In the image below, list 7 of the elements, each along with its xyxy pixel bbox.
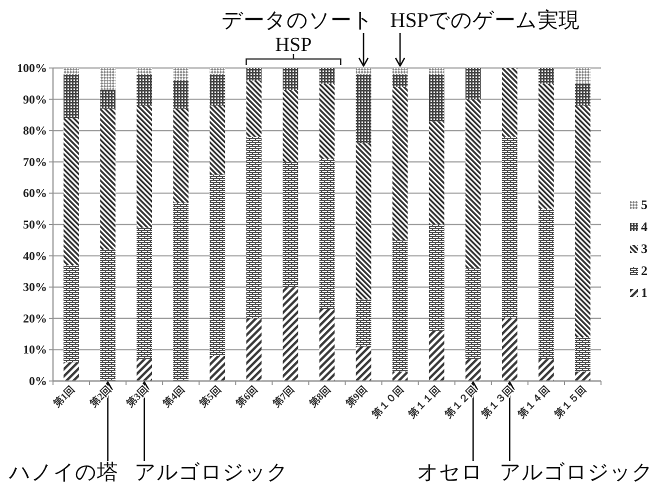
annotation: ハノイの塔 bbox=[8, 460, 118, 482]
annotation: アルゴロジック bbox=[134, 460, 288, 482]
annotation: オセロ bbox=[417, 460, 484, 482]
annotation: アルゴロジック bbox=[500, 460, 654, 482]
annotation: データのソート bbox=[222, 8, 374, 32]
annotation: HSP bbox=[275, 34, 312, 56]
annotation: HSPでのゲーム実現 bbox=[390, 8, 580, 32]
